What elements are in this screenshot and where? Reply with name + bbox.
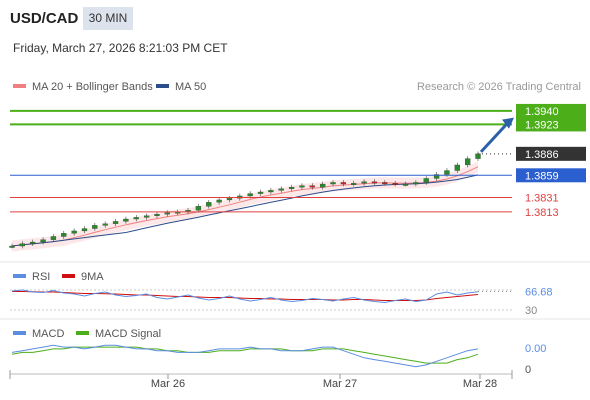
rsi-current-label: 66.68 [525,287,553,299]
ma50-line [11,174,479,247]
candle-body [206,202,212,207]
candle-body [382,182,388,185]
candle-body [61,233,67,237]
candle-body [102,223,108,226]
watermark: Research © 2026 Trading Central [417,81,581,93]
candle-body [81,228,88,232]
legend-swatch-ma20 [13,84,26,88]
candle-body [454,164,460,171]
candle-body [257,191,264,194]
candle-body [123,218,129,222]
level-box-1.3940 [516,103,586,118]
candle-body [9,245,15,248]
current-price-box [516,146,586,161]
legend-label-macd-signal: MACD Signal [95,328,161,340]
ma20-line [11,166,479,247]
candle-body [278,188,284,191]
candle-body [475,153,481,159]
legend-label-rsi-ma: 9MA [81,271,104,283]
candle-body [361,181,367,184]
legend-label-macd: MACD [32,328,64,340]
candle-body [30,241,36,244]
candle-body [330,182,336,185]
candle-body [40,239,46,243]
macd-tick-zero: 0 [525,364,531,376]
macd-signal-line [11,346,479,364]
candle-body [371,181,378,184]
level-label-1.3831: 1.3831 [525,193,559,205]
candle-body [464,158,471,166]
level-box-1.3923 [516,117,586,132]
legend-swatch-macd-signal [76,331,89,335]
candle-body [351,183,357,185]
candle-body [309,185,315,188]
candle-body [216,199,222,203]
level-label-1.3813: 1.3813 [525,207,559,219]
candle-body [112,221,119,224]
candle-body [402,183,409,186]
legend-swatch-ma50 [156,84,169,88]
candle-body [320,183,326,188]
candle-body [423,178,429,183]
candle-body [413,182,419,185]
legend-swatch-rsi [13,274,26,278]
chart-datetime: Friday, March 27, 2026 8:21:03 PM CET [13,41,228,55]
forecast-arrow-head [502,117,514,129]
rsi-tick-30: 30 [525,305,537,317]
candle-body [433,174,440,179]
legend-label-ma50: MA 50 [175,81,206,93]
candle-body [268,190,274,193]
candle-body [19,243,26,247]
forecast-arrow [479,121,510,153]
level-label-1.3859: 1.3859 [525,170,559,182]
candle-body [392,183,398,185]
candle-body [288,187,295,189]
rsi-line [11,289,479,304]
current-price-label: 1.3886 [525,149,559,161]
rsi-ma9-line [12,291,479,301]
macd-current-label: 0.00 [525,343,546,355]
candle-body [444,170,450,175]
candle-body [195,206,202,211]
x-axis-label: Mar 28 [463,378,497,390]
candle-body [50,236,57,240]
candle-body [340,182,347,185]
legend-swatch-macd [13,331,26,335]
level-label-1.3923: 1.3923 [525,119,559,131]
level-label-1.3940: 1.3940 [525,106,559,118]
x-axis-label: Mar 26 [151,378,185,390]
candle-body [299,185,305,188]
level-box-1.3859 [516,168,586,183]
candle-body [143,215,150,218]
candle-body [247,193,253,197]
symbol-title: USD/CAD [10,10,79,27]
legend-label-rsi: RSI [32,271,50,283]
x-axis-label: Mar 27 [323,378,357,390]
candle-body [226,198,233,201]
candle-body [133,217,139,220]
timeframe-button[interactable]: 30 MIN [83,7,133,30]
candle-body [71,230,77,234]
legend-swatch-rsi-ma [62,274,75,278]
candle-body [154,214,160,216]
candle-body [164,212,170,215]
candle-body [92,225,98,229]
macd-line [11,344,479,368]
legend-label-ma20: MA 20 + Bollinger Bands [32,81,153,93]
